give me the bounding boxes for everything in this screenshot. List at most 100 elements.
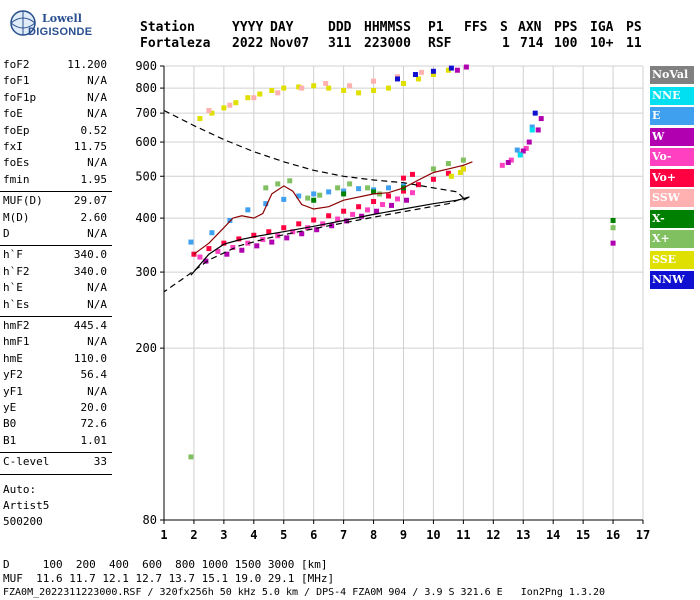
x-tick-label: 6 <box>310 528 317 542</box>
data-point <box>245 240 251 246</box>
data-point <box>299 231 305 237</box>
globe-logo-icon <box>10 10 36 36</box>
x-tick-label: 10 <box>426 528 440 542</box>
data-point <box>535 127 541 133</box>
param-row: B1 1.01 <box>3 434 107 448</box>
param-label: hmF2 <box>3 319 30 332</box>
param-row: D N/A <box>3 227 107 241</box>
x-tick-label: 14 <box>546 528 560 542</box>
legend-item: NoVal <box>650 66 694 84</box>
data-point <box>386 185 392 191</box>
data-point <box>371 189 377 195</box>
data-point <box>206 107 212 113</box>
data-point <box>454 67 460 73</box>
data-point <box>326 189 332 195</box>
data-point <box>460 157 466 163</box>
data-point <box>275 181 281 187</box>
param-value: 340.0 <box>73 248 107 262</box>
y-tick-label: 800 <box>135 81 157 95</box>
param-row: foEs N/A <box>3 156 107 170</box>
y-tick-label: 200 <box>135 341 157 355</box>
header-row1: Station YYYY DAY DDD HHMMSS P1 FFS S AXN… <box>140 20 642 35</box>
data-point <box>395 196 401 202</box>
data-point <box>460 166 466 172</box>
param-row: hmF1 N/A <box>3 335 107 349</box>
data-point <box>401 80 406 86</box>
data-point <box>347 181 353 187</box>
x-tick-label: 5 <box>280 528 287 542</box>
data-point <box>263 201 269 207</box>
y-tick-label: 300 <box>135 265 157 279</box>
data-point <box>389 202 395 208</box>
data-point <box>532 110 538 116</box>
data-point <box>263 185 269 191</box>
param-value: 20.0 <box>80 401 108 414</box>
data-point <box>251 95 257 101</box>
legend-item: SSE <box>650 250 694 269</box>
data-point <box>409 190 415 196</box>
data-point <box>344 218 350 224</box>
data-point <box>401 175 406 181</box>
data-point <box>287 178 293 184</box>
data-point <box>341 188 347 194</box>
data-point <box>269 239 275 245</box>
data-point <box>188 454 194 460</box>
hdr-station: Station <box>140 20 195 35</box>
param-value: 445.4 <box>73 319 107 332</box>
param-label: foF1p <box>3 90 37 104</box>
data-point <box>203 258 209 264</box>
data-point <box>445 67 451 73</box>
val-s: 1 <box>502 36 510 51</box>
data-point <box>610 240 616 246</box>
data-point <box>326 213 332 219</box>
hdr-p1: P1 <box>428 20 444 35</box>
param-row: h`F 340.0 <box>3 248 107 262</box>
data-point <box>221 105 227 111</box>
hdr-ps: PS <box>626 20 642 35</box>
hdr-hhmmss: HHMMSS <box>364 20 411 35</box>
data-point <box>505 160 511 166</box>
legend-item: Vo- <box>650 148 694 166</box>
data-point <box>239 247 245 253</box>
logo-line2: DIGISONDE <box>28 26 93 38</box>
data-point <box>311 217 317 223</box>
data-point <box>445 161 451 167</box>
val-station: Fortaleza <box>140 36 211 51</box>
data-point <box>254 243 260 249</box>
data-point <box>206 246 212 252</box>
header-row2: Fortaleza 2022 Nov07 311 223000 RSF 1 71… <box>140 36 642 51</box>
val-day: Nov07 <box>270 36 309 51</box>
param-label: h`F <box>3 248 23 262</box>
param-label: yF2 <box>3 368 23 382</box>
data-point <box>257 91 263 97</box>
data-point <box>311 197 317 203</box>
data-point <box>409 171 415 177</box>
param-value: 29.07 <box>73 194 107 208</box>
param-label: foEs <box>3 156 30 170</box>
y-tick-label: 400 <box>135 211 157 225</box>
data-point <box>341 191 347 197</box>
param-label: MUF(D) <box>3 194 43 208</box>
data-point <box>296 193 302 199</box>
data-point <box>412 72 418 78</box>
param-value: 33 <box>93 455 107 469</box>
y-tick-label: 900 <box>135 59 157 73</box>
legend-item: NNE <box>650 86 694 105</box>
data-point <box>209 110 215 116</box>
param-row: foF2 11.200 <box>3 58 107 72</box>
legend-item: SSW <box>650 189 694 207</box>
x-tick-label: 15 <box>576 528 590 542</box>
data-point <box>356 90 362 96</box>
param-label: B0 <box>3 417 17 431</box>
param-row: hmE 110.0 <box>3 352 107 366</box>
hdr-axn: AXN <box>518 20 542 35</box>
param-value: N/A <box>87 384 107 398</box>
data-point <box>227 102 233 108</box>
param-row: fmin 1.95 <box>3 173 107 187</box>
hdr-ffs: FFS <box>464 20 488 35</box>
param-value: 1.01 <box>80 433 108 447</box>
trace-line <box>190 196 470 276</box>
station-header: Station YYYY DAY DDD HHMMSS P1 FFS S AXN… <box>140 20 642 52</box>
data-point <box>296 84 302 90</box>
param-value: N/A <box>87 74 107 88</box>
